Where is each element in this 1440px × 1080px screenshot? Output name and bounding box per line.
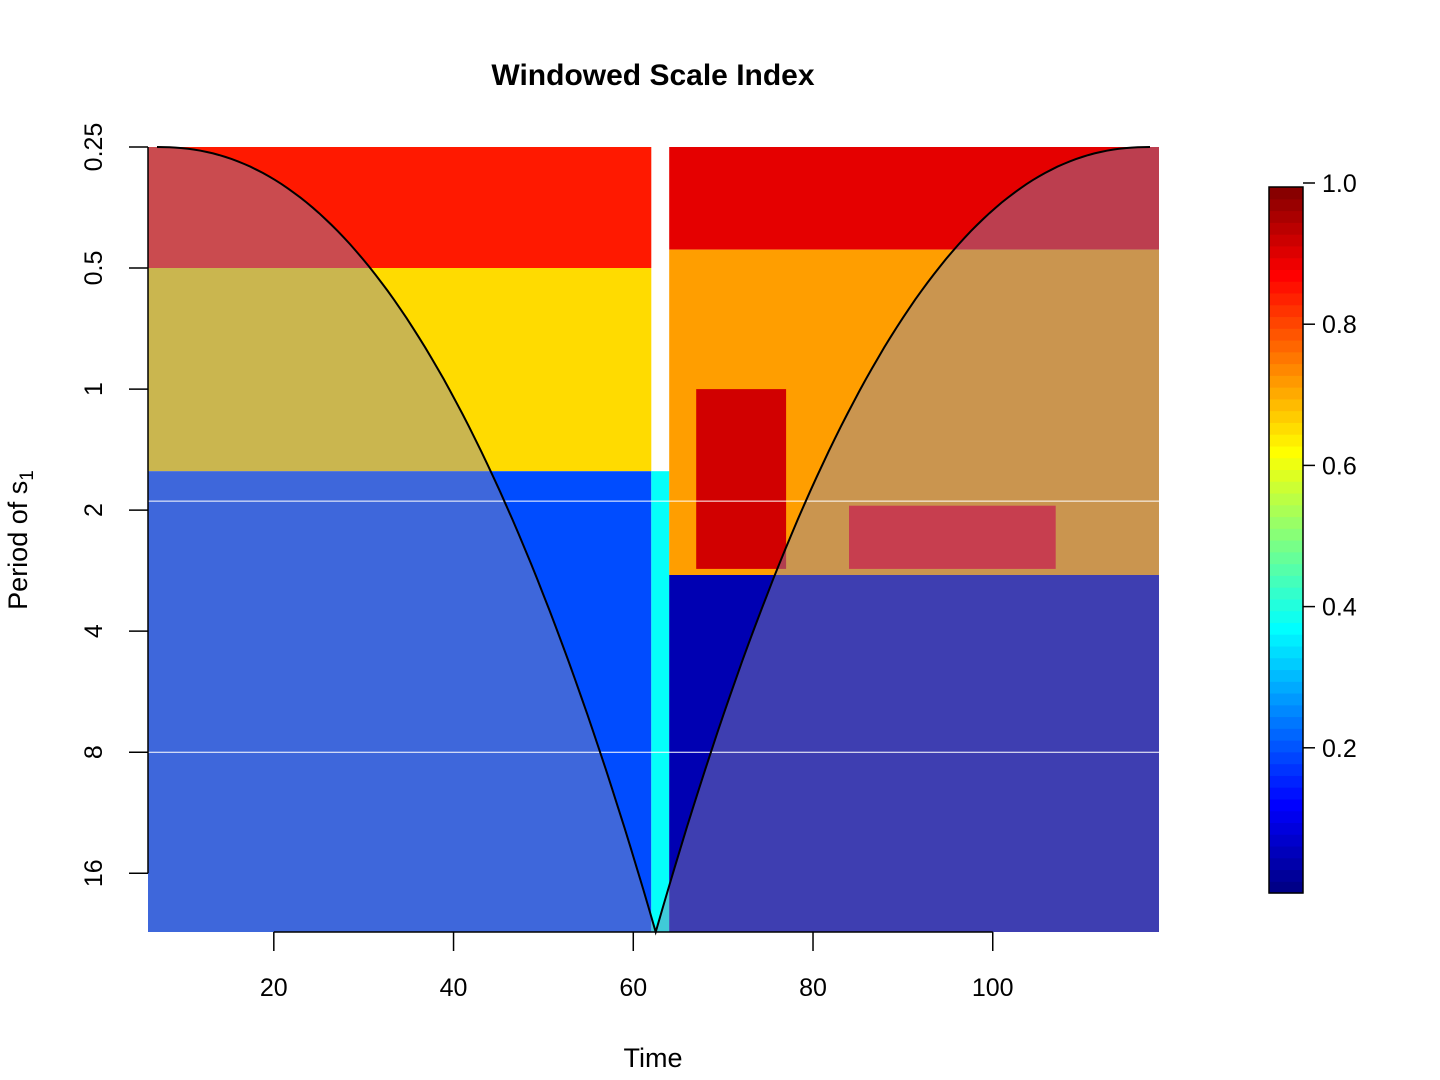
colorbar-swatch [1269, 587, 1303, 600]
colorbar-swatch [1269, 410, 1303, 423]
y-tick-label: 0.5 [80, 251, 108, 286]
colorbar-swatch [1269, 281, 1303, 294]
heatmap-region [651, 471, 670, 932]
colorbar-swatch [1269, 787, 1303, 800]
x-tick-label: 20 [260, 974, 288, 1002]
colorbar-swatch [1269, 575, 1303, 588]
reference-lines [148, 500, 1159, 753]
y-tick-label: 0.25 [80, 123, 108, 172]
colorbar-swatch [1269, 704, 1303, 718]
y-tick-label: 2 [80, 503, 108, 517]
heatmap-region [148, 471, 652, 932]
colorbar-swatch [1269, 751, 1303, 765]
colorbar-swatch [1269, 422, 1303, 435]
colorbar-swatch [1269, 375, 1303, 388]
colorbar-swatch [1269, 598, 1303, 612]
colorbar-swatch [1269, 434, 1303, 447]
colorbar-swatch [1269, 398, 1303, 412]
colorbar-swatch [1269, 692, 1303, 706]
colorbar-swatch [1269, 516, 1303, 529]
colorbar-swatch [1269, 763, 1303, 776]
colorbar-frame [1268, 186, 1304, 894]
colorbar-swatch [1269, 210, 1303, 223]
colorbar-swatch [1269, 257, 1303, 270]
colorbar-swatch [1269, 445, 1303, 459]
x-axis: 20 40 60 80 100 [260, 931, 1014, 1002]
colorbar-swatch [1269, 716, 1303, 729]
colorbar-tick-label: 0.8 [1322, 311, 1357, 339]
colorbar-swatch [1269, 481, 1303, 494]
heatmap-region [669, 575, 1159, 932]
y-axis-label-subscript: 1 [17, 470, 38, 481]
colorbar-swatch [1269, 728, 1303, 741]
colorbar-swatch [1269, 869, 1303, 882]
colorbar-swatch [1269, 551, 1303, 565]
chart-title: Windowed Scale Index [491, 59, 814, 92]
colorbar-swatch [1269, 234, 1303, 247]
heatmap-region [696, 389, 787, 569]
colorbar-swatch [1269, 245, 1303, 259]
x-tick-label: 100 [972, 974, 1014, 1002]
heatmap-region [849, 505, 1056, 569]
colorbar-swatch [1269, 304, 1303, 318]
colorbar-swatch [1269, 528, 1303, 541]
x-tick-label: 60 [619, 974, 647, 1002]
colorbar-swatch [1269, 187, 1303, 200]
colorbar-swatch [1269, 292, 1303, 306]
colorbar-swatch [1269, 681, 1303, 694]
colorbar-tick-label: 0.4 [1322, 594, 1357, 622]
colorbar-swatch [1269, 822, 1303, 835]
colorbar-swatch [1269, 269, 1303, 282]
colorbar-swatch [1269, 645, 1303, 659]
x-tick-label: 40 [440, 974, 468, 1002]
colorbar-swatch [1269, 810, 1303, 823]
colorbar-swatch [1269, 492, 1303, 506]
y-axis: 0.25 0.5 1 2 4 8 16 [80, 123, 149, 887]
colorbar-swatch [1269, 775, 1303, 788]
colorbar-swatch [1269, 563, 1303, 576]
colorbar: 0.2 0.4 0.6 0.8 1.0 [1268, 170, 1357, 894]
heatmap-region [669, 147, 1159, 250]
colorbar-swatch [1269, 328, 1303, 341]
cone-fade-overlay [148, 147, 1159, 932]
colorbar-swatch [1269, 881, 1303, 894]
y-tick-label: 8 [80, 745, 108, 759]
colorbar-swatch [1269, 339, 1303, 353]
colorbar-swatch [1269, 469, 1303, 482]
y-axis-label: Period of s1 [3, 470, 38, 610]
colorbar-swatch [1269, 387, 1303, 400]
y-tick-label: 1 [80, 382, 108, 396]
colorbar-tick-label: 1.0 [1322, 170, 1357, 198]
x-tick-label: 80 [799, 974, 827, 1002]
colorbar-swatch [1269, 634, 1303, 647]
colorbar-swatch [1269, 504, 1303, 518]
heatmap [148, 147, 1159, 932]
colorbar-swatch [1269, 222, 1303, 235]
colorbar-swatch [1269, 351, 1303, 365]
outside-cone-shade [148, 147, 1159, 932]
colorbar-swatch [1269, 834, 1303, 847]
x-axis-label: Time [624, 1043, 683, 1073]
colorbar-swatch [1269, 363, 1303, 376]
colorbar-swatch [1269, 540, 1303, 553]
colorbar-swatch [1269, 669, 1303, 682]
colorbar-swatch [1269, 798, 1303, 812]
colorbar-swatch [1269, 857, 1303, 871]
colorbar-swatch [1269, 198, 1303, 212]
heatmap-region [148, 268, 652, 472]
colorbar-tick-label: 0.2 [1322, 735, 1357, 763]
y-tick-label: 4 [80, 624, 108, 638]
colorbar-swatch [1269, 622, 1303, 635]
colorbar-swatch [1269, 457, 1303, 470]
y-tick-label: 16 [80, 859, 108, 887]
colorbar-swatch [1269, 845, 1303, 859]
colorbar-swatch [1269, 657, 1303, 671]
colorbar-swatch [1269, 740, 1303, 753]
colorbar-swatch [1269, 610, 1303, 623]
colorbar-swatch [1269, 316, 1303, 329]
colorbar-tick-label: 0.6 [1322, 452, 1357, 480]
heatmap-region [148, 147, 652, 268]
